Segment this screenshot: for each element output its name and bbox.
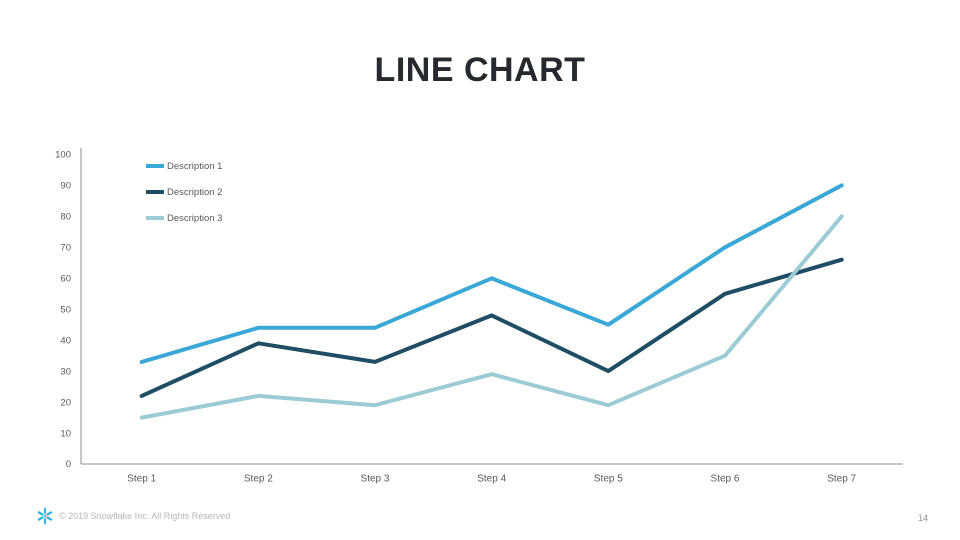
legend-swatch-series-3 [146, 216, 164, 220]
series-line-2 [139, 257, 844, 398]
legend-label: Description 1 [167, 160, 223, 172]
x-tick-label: Step 2 [244, 474, 273, 485]
x-tick-label: Step 3 [361, 474, 390, 485]
x-tick-label: Step 1 [127, 474, 156, 485]
y-tick-label: 100 [55, 150, 71, 161]
x-tick-label: Step 4 [477, 474, 506, 485]
x-tick-label: Step 5 [594, 474, 623, 485]
legend-item-description-1: Description 1 [146, 160, 223, 172]
x-tick-label: Step 7 [827, 474, 856, 485]
legend-swatch-series-2 [146, 190, 164, 194]
legend-item-description-3: Description 3 [146, 212, 223, 224]
series-line-1 [139, 183, 844, 364]
y-tick-label: 60 [60, 274, 71, 285]
y-tick-label: 80 [60, 212, 71, 223]
slide-footer: © 2019 Snowflake Inc. All Rights Reserve… [36, 507, 230, 525]
page-number: 14 [917, 513, 928, 523]
y-tick-label: 20 [60, 397, 71, 408]
copyright-text: © 2019 Snowflake Inc. All Rights Reserve… [59, 511, 231, 521]
snowflake-logo-icon [37, 507, 53, 525]
series-line-3 [139, 214, 844, 420]
legend-swatch-series-1 [146, 164, 164, 168]
y-tick-label: 50 [60, 304, 71, 315]
y-tick-label: 40 [60, 335, 71, 346]
legend-label: Description 2 [167, 186, 223, 198]
chart-legend: Description 1 Description 2 Description … [146, 161, 222, 239]
legend-label: Description 3 [167, 212, 223, 224]
y-tick-label: 10 [60, 428, 71, 439]
legend-item-description-2: Description 2 [146, 186, 223, 198]
slide-title: LINE CHART [374, 51, 586, 89]
y-tick-label: 0 [66, 459, 71, 470]
y-tick-label: 70 [60, 243, 71, 254]
x-tick-label: Step 6 [711, 474, 740, 485]
y-tick-label: 90 [60, 181, 71, 192]
y-tick-label: 30 [60, 366, 71, 377]
